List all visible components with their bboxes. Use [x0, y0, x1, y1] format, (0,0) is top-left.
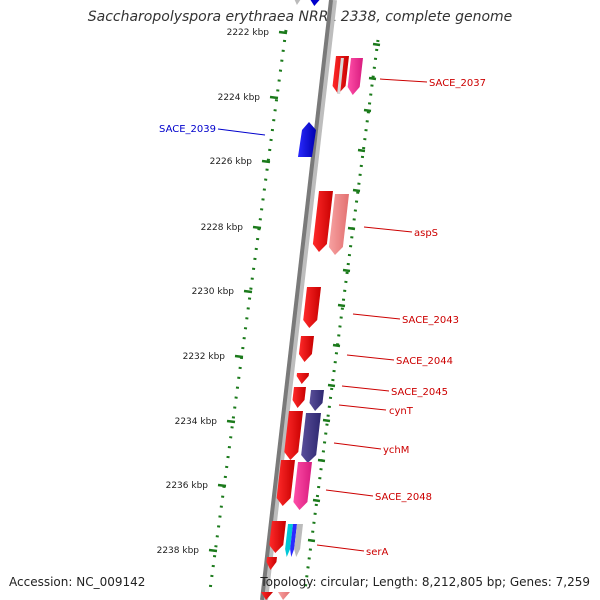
kbp-tick-label: 2232 kbp [183, 352, 226, 362]
kbp-tick-mark [278, 30, 288, 35]
kbp-tick-mark [226, 419, 236, 424]
kbp-tick-mark [208, 548, 218, 553]
gene-arrow-sera-blue [290, 524, 297, 557]
gene-arrow-cynt-a [292, 387, 306, 408]
gene-arrow-sera-a [269, 521, 286, 553]
gene-label-sace-2048[interactable]: SACE_2048 [375, 492, 432, 503]
topology-summary: Topology: circular; Length: 8,212,805 bp… [260, 575, 590, 589]
gene-label-cynt[interactable]: cynT [389, 406, 414, 417]
kbp-tick-label: 2224 kbp [218, 93, 261, 103]
gene-leader-line [325, 489, 374, 497]
gene-leader-line [341, 385, 390, 392]
gene-leader-line [379, 78, 428, 83]
kbp-tick-mark [234, 354, 244, 359]
gene-labels: SACE_2037 SACE_2039 aspS SACE_2043 SACE_2044… [159, 78, 486, 558]
backbone-shadow [262, 0, 337, 600]
backbone-line [260, 0, 333, 600]
kbp-tick-mark [243, 289, 253, 294]
gene-arrow-sera-grey [294, 524, 303, 557]
kbp-tick-label: 2222 kbp [227, 28, 270, 38]
gene-arrow-sace-2048-b [293, 462, 312, 510]
gene-features [261, 0, 363, 600]
gene-label-sace-2045[interactable]: SACE_2045 [391, 387, 448, 398]
gene-leader-line [363, 226, 413, 233]
gene-arrow-top-blue [309, 0, 321, 6]
outer-ring-tick [372, 42, 381, 47]
gene-leader-line [338, 404, 387, 411]
map-title: Saccharopolyspora erythraea NRRL 2338, c… [87, 9, 513, 25]
outer-ring-tick [327, 383, 336, 388]
gene-arrow-sace-2045 [296, 373, 309, 384]
gene-arrow-sace-2044 [298, 336, 314, 362]
gene-label-sace-2039[interactable]: SACE_2039 [159, 124, 216, 135]
kbp-ticks: 2222 kbp 2224 kbp 2226 kbp 2228 kbp 2230 kbp… [157, 28, 381, 556]
outer-ring-tick [368, 76, 377, 81]
gene-arrow-sace-2043 [303, 287, 321, 328]
outer-ring-tick [342, 268, 351, 273]
kbp-tick-mark [261, 159, 271, 164]
kbp-tick-label: 2238 kbp [157, 546, 200, 556]
gene-arrow-asps-b [328, 194, 349, 255]
accession-text: Accession: NC_009142 [9, 575, 146, 589]
outer-ring-tick [307, 538, 316, 543]
gene-label-sace-2043[interactable]: SACE_2043 [402, 315, 459, 326]
gene-leader-line [346, 354, 395, 361]
gene-arrow-bottom-red [266, 557, 277, 570]
kbp-tick-label: 2228 kbp [201, 223, 244, 233]
gene-label-ychm[interactable]: ychM [383, 445, 409, 456]
gene-arrow-cynt-b [309, 390, 324, 411]
gene-gap-marker [337, 58, 344, 94]
outer-ring-tick [322, 418, 331, 423]
gene-arrow-sace-2037-b [347, 58, 363, 95]
gene-arrow-sace-2039 [297, 122, 316, 157]
gene-arrow-sera-cyan [285, 524, 293, 557]
gene-arrow-asps-a [312, 191, 333, 252]
outer-ring-tick [352, 188, 361, 193]
gene-leader-line [217, 128, 266, 136]
kbp-tick-label: 2226 kbp [210, 157, 253, 167]
gene-arrow-bottom-edge [261, 592, 273, 600]
gene-label-sace-2044[interactable]: SACE_2044 [396, 356, 453, 367]
gene-arrow-bottom-edge-b [278, 592, 290, 600]
kbp-tick-label: 2234 kbp [175, 417, 218, 427]
gene-arrow-sace-2048-a [276, 460, 295, 506]
kbp-tick-label: 2230 kbp [192, 287, 235, 297]
kbp-tick-mark [269, 95, 279, 100]
inner-dotted-ring [208, 29, 288, 591]
outer-ring-tick [312, 498, 321, 503]
outer-ring-tick [363, 108, 372, 113]
gene-arrow-top-grey [293, 0, 302, 5]
gene-leader-line [316, 544, 365, 552]
kbp-tick-label: 2236 kbp [166, 481, 209, 491]
outer-ring-tick [337, 303, 346, 308]
outer-ring-tick [317, 458, 326, 463]
gene-arrow-ychm-b [301, 413, 321, 463]
gene-label-asps[interactable]: aspS [414, 228, 438, 239]
gene-arrow-ychm-a [284, 411, 303, 460]
outer-ring-tick [347, 226, 356, 231]
outer-ring-tick [357, 148, 366, 153]
gene-leader-line [333, 442, 382, 450]
outer-ring-tick [332, 343, 341, 348]
kbp-tick-mark [217, 483, 227, 488]
gene-label-sera[interactable]: serA [366, 547, 388, 558]
gene-label-sace-2037[interactable]: SACE_2037 [429, 78, 486, 89]
gene-leader-line [352, 313, 401, 320]
kbp-tick-mark [252, 225, 262, 230]
